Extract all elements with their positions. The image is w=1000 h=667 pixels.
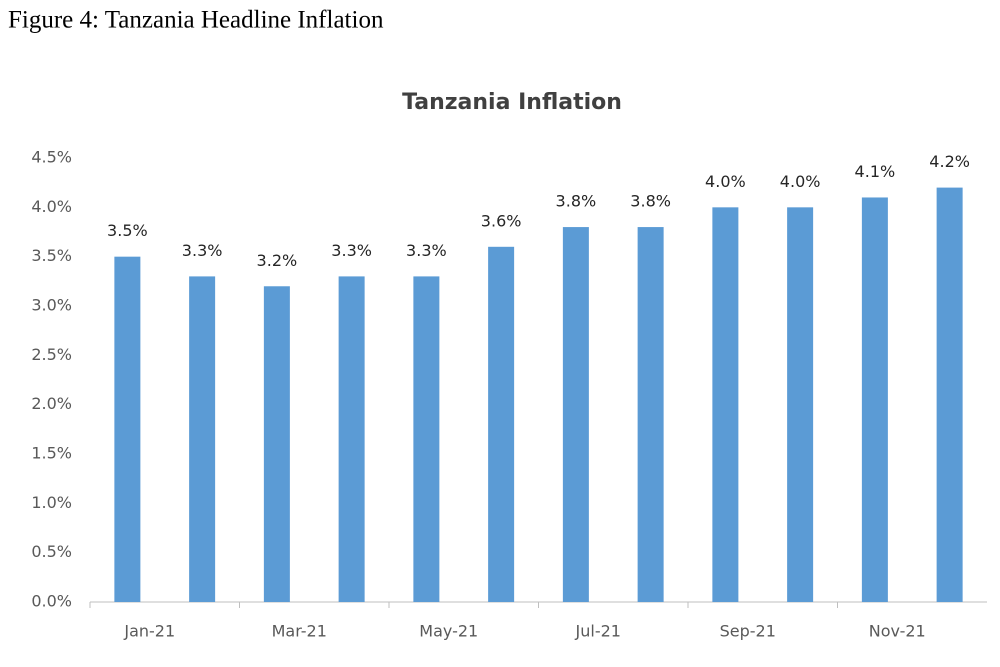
bar xyxy=(936,187,963,602)
x-tick-label: Sep-21 xyxy=(720,622,776,641)
bar xyxy=(637,227,664,603)
data-label: 4.1% xyxy=(855,162,896,181)
x-tick-label: May-21 xyxy=(419,622,478,641)
y-tick-label: 1.5% xyxy=(31,444,72,463)
data-label: 3.3% xyxy=(182,241,223,260)
data-label: 3.8% xyxy=(556,192,597,211)
x-tick-label: Jan-21 xyxy=(123,622,175,641)
data-label: 3.6% xyxy=(481,211,522,230)
data-label: 3.3% xyxy=(406,241,447,260)
data-label: 4.0% xyxy=(780,172,821,191)
bar xyxy=(263,286,290,602)
data-label: 3.3% xyxy=(331,241,372,260)
y-tick-label: 0.5% xyxy=(31,542,72,561)
chart-title: Tanzania Inflation xyxy=(402,90,622,115)
y-tick-label: 1.0% xyxy=(31,493,72,512)
x-tick-label: Jul-21 xyxy=(575,622,621,641)
bar xyxy=(413,276,440,602)
y-tick-label: 3.0% xyxy=(31,296,72,315)
data-label: 4.0% xyxy=(705,172,746,191)
y-tick-label: 3.5% xyxy=(31,246,72,265)
data-label: 3.5% xyxy=(107,221,148,240)
data-label: 4.2% xyxy=(929,152,970,171)
y-tick-label: 0.0% xyxy=(31,592,72,611)
bar xyxy=(787,207,814,603)
bar xyxy=(562,227,589,603)
figure-caption: Figure 4: Tanzania Headline Inflation xyxy=(8,7,384,34)
bar xyxy=(189,276,216,602)
x-tick-label: Mar-21 xyxy=(272,622,327,641)
y-tick-label: 4.0% xyxy=(31,197,72,216)
data-label: 3.8% xyxy=(630,192,671,211)
y-tick-label: 2.5% xyxy=(31,345,72,364)
y-tick-label: 4.5% xyxy=(31,148,72,167)
x-tick-label: Nov-21 xyxy=(869,622,926,641)
bar xyxy=(712,207,739,603)
bar xyxy=(338,276,365,602)
bar xyxy=(861,197,888,602)
bar xyxy=(488,246,515,603)
data-label: 3.2% xyxy=(257,251,298,270)
y-tick-label: 2.0% xyxy=(31,394,72,413)
bar xyxy=(114,256,141,602)
